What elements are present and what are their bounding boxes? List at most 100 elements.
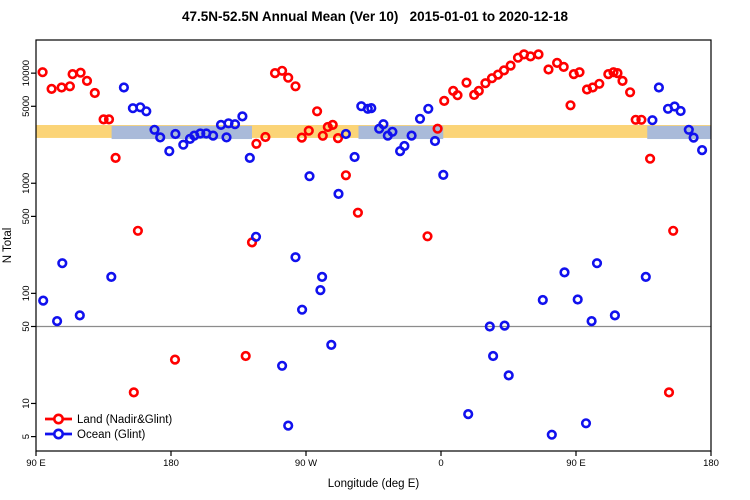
ocean-series-point — [333, 188, 344, 199]
ocean-series-point — [503, 370, 514, 381]
x-tick-label: 180 — [163, 458, 179, 469]
ocean-series-point — [237, 111, 248, 122]
land-series-point — [260, 131, 271, 143]
ocean-series-point — [414, 113, 426, 124]
y-tick-label: 5 — [21, 434, 32, 439]
land-series-point — [594, 78, 605, 89]
y-tick-label: 500 — [21, 208, 32, 224]
ocean-series-point — [290, 252, 301, 263]
ocean-series-point — [106, 271, 117, 283]
land-series-point — [327, 119, 338, 130]
land-series-point — [128, 387, 139, 398]
ocean-series-point — [195, 128, 206, 139]
land-series-point — [663, 387, 675, 398]
ocean-series — [38, 82, 708, 440]
land-series-point — [75, 67, 86, 78]
ocean-series-point — [591, 258, 603, 269]
ocean-series-point — [438, 169, 449, 180]
land-series-point — [67, 68, 78, 80]
land-series-point — [312, 106, 323, 117]
land-series-point — [56, 82, 67, 93]
land-series-point — [498, 65, 510, 76]
land-series-point — [332, 133, 344, 144]
legend: Land (Nadir&Glint) Ocean (Glint) — [45, 413, 172, 441]
land-series-point — [98, 114, 109, 125]
land-series-point — [565, 100, 576, 111]
ocean-series-point — [688, 132, 699, 143]
land-series-point — [132, 225, 143, 236]
ocean-series-point — [250, 231, 262, 242]
y-tick-label: 1000 — [21, 173, 32, 194]
ocean-series-point — [141, 106, 152, 117]
land-series-point — [525, 51, 536, 62]
ocean-series-point — [683, 124, 694, 135]
land-series-point — [322, 121, 333, 133]
land-series-point — [352, 207, 364, 218]
ocean-series-point — [378, 119, 389, 130]
land-series-point — [89, 87, 100, 99]
ocean-series-point — [586, 316, 597, 327]
land-series-point — [439, 95, 450, 106]
x-axis-title: Longitude (deg E) — [328, 478, 420, 490]
land-series-point — [110, 152, 121, 163]
chart-title: 47.5N-52.5N Annual Mean (Ver 10) 2015-01… — [182, 9, 568, 24]
land-series-point — [461, 77, 472, 88]
land-series-point — [240, 350, 251, 362]
ocean-series-point — [208, 130, 219, 141]
y-axis-title: N Total — [2, 228, 14, 264]
ocean-series-point — [349, 151, 360, 163]
land-series-point — [668, 225, 679, 236]
land-series-point — [574, 67, 585, 78]
ocean-series-point — [277, 360, 288, 371]
x-tick-label: 0 — [438, 458, 443, 469]
land-series-point — [251, 138, 262, 149]
ocean-series-point — [315, 285, 326, 296]
ocean-series-point — [164, 146, 175, 157]
legend-marker — [52, 428, 64, 440]
y-tick-label: 10000 — [21, 60, 32, 86]
ocean-series-point — [170, 128, 181, 140]
ocean-series-point — [244, 152, 255, 163]
ocean-series-point — [366, 102, 377, 114]
ocean-series-point — [399, 140, 410, 152]
ocean-series-point — [675, 105, 686, 117]
land-series-point — [103, 114, 115, 125]
ocean-series-point — [155, 132, 166, 143]
legend-marker — [52, 413, 64, 425]
land-series-point — [432, 123, 443, 134]
ocean-series-point — [38, 295, 49, 306]
land-series-point — [603, 68, 614, 80]
ocean-series-point — [51, 316, 63, 327]
ocean-series-point — [580, 418, 592, 429]
ocean-series-point — [229, 119, 241, 130]
ocean-series-point — [423, 103, 434, 114]
ocean-series-point — [304, 171, 315, 182]
land-series-point — [644, 153, 656, 164]
ocean-series-point — [178, 139, 189, 150]
ocean-series-point — [546, 429, 557, 440]
land-series-point — [169, 354, 181, 365]
ocean-series-point — [118, 82, 129, 93]
ocean-series-point — [559, 267, 570, 278]
legend-label: Land (Nadir&Glint) — [77, 414, 172, 426]
land-series-point — [37, 67, 48, 78]
y-tick-label: 50 — [21, 321, 32, 332]
ocean-series-point — [647, 115, 658, 126]
land-series-point — [283, 72, 294, 83]
land-series-point — [505, 60, 516, 71]
land-series-point — [81, 75, 93, 86]
land-series-point — [317, 130, 328, 141]
ocean-series-point — [57, 258, 68, 269]
land-series-point — [277, 65, 288, 76]
ocean-series-point — [297, 304, 308, 315]
ocean-series-point — [221, 132, 232, 143]
land-series-point — [624, 87, 636, 98]
land-series-point — [290, 81, 301, 92]
ocean-series-point — [484, 321, 495, 332]
land-series-point — [64, 81, 75, 92]
ocean-series-point — [653, 82, 665, 93]
ocean-series-point — [499, 320, 510, 331]
y-tick-label: 100 — [21, 285, 32, 301]
